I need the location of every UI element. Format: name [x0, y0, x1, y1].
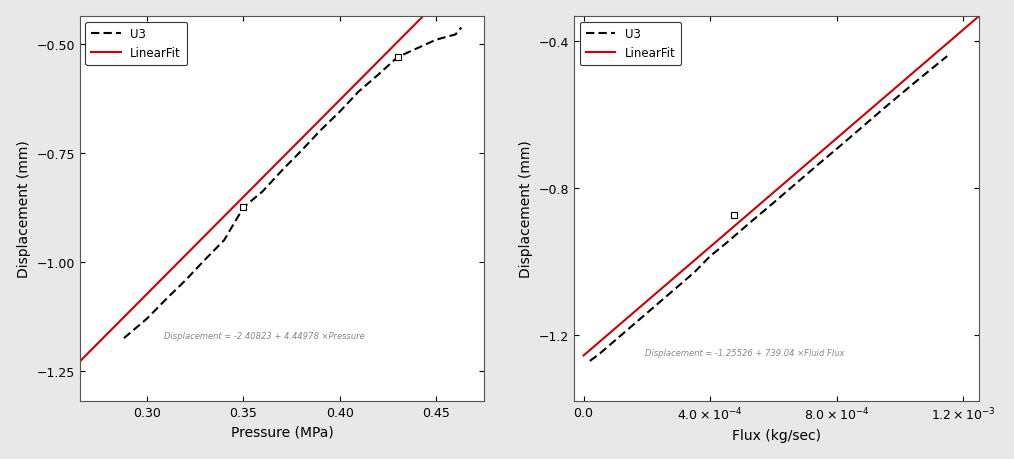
U3: [449, 33, 461, 38]
U3: [704, 254, 716, 259]
U3: [295, 149, 307, 154]
U3: [160, 297, 172, 302]
U3: [411, 46, 423, 52]
LinearFit: [819, 146, 831, 151]
U3: [878, 106, 890, 112]
Line: LinearFit: LinearFit: [79, 0, 485, 362]
U3: [689, 270, 701, 275]
Legend: U3, LinearFit: U3, LinearFit: [85, 22, 187, 66]
LinearFit: [972, 14, 985, 20]
U3: [847, 134, 859, 139]
LinearFit: [813, 151, 825, 157]
U3: [768, 201, 780, 206]
U3: [353, 89, 365, 95]
Text: Displacement = -1.25526 + 739.04 ×Fluid Flux: Displacement = -1.25526 + 739.04 ×Fluid …: [645, 349, 845, 358]
U3: [830, 147, 843, 152]
LinearFit: [579, 352, 591, 358]
U3: [609, 338, 622, 343]
U3: [656, 297, 668, 302]
U3: [862, 120, 874, 125]
LinearFit: [415, 17, 427, 22]
U3: [893, 93, 906, 99]
U3: [593, 352, 605, 357]
U3: [314, 128, 327, 134]
U3: [334, 110, 346, 115]
Legend: U3, LinearFit: U3, LinearFit: [580, 22, 681, 66]
LinearFit: [321, 111, 334, 116]
X-axis label: Pressure (MPa): Pressure (MPa): [230, 425, 334, 439]
U3: [672, 284, 684, 289]
LinearFit: [314, 117, 327, 123]
U3: [141, 316, 153, 322]
U3: [926, 67, 938, 73]
U3: [276, 168, 288, 174]
Line: U3: U3: [124, 28, 461, 338]
U3: [584, 358, 596, 364]
U3: [783, 187, 795, 193]
LinearFit: [911, 67, 923, 73]
U3: [455, 26, 467, 31]
LinearFit: [75, 358, 87, 363]
LinearFit: [577, 353, 589, 358]
U3: [910, 80, 922, 85]
LinearFit: [313, 118, 325, 124]
U3: [257, 189, 269, 195]
Text: Displacement = -2.40823 + 4.44978 ×Pressure: Displacement = -2.40823 + 4.44978 ×Press…: [164, 331, 365, 341]
Y-axis label: Displacement (mm): Displacement (mm): [519, 140, 533, 278]
U3: [814, 160, 826, 166]
U3: [799, 174, 811, 179]
X-axis label: Flux (kg/sec): Flux (kg/sec): [732, 428, 821, 442]
U3: [430, 38, 442, 43]
U3: [118, 336, 130, 341]
LinearFit: [73, 359, 85, 364]
U3: [391, 55, 404, 61]
Line: LinearFit: LinearFit: [583, 17, 979, 356]
Y-axis label: Displacement (mm): Displacement (mm): [16, 140, 30, 278]
U3: [941, 54, 953, 60]
LinearFit: [811, 152, 823, 158]
U3: [720, 241, 732, 246]
U3: [199, 257, 211, 263]
U3: [179, 278, 192, 283]
U3: [218, 238, 230, 243]
U3: [625, 325, 637, 330]
U3: [372, 73, 384, 78]
LinearFit: [936, 46, 948, 51]
U3: [641, 311, 653, 316]
U3: [735, 228, 747, 233]
U3: [237, 205, 249, 211]
U3: [751, 214, 764, 219]
Line: U3: U3: [590, 57, 947, 361]
